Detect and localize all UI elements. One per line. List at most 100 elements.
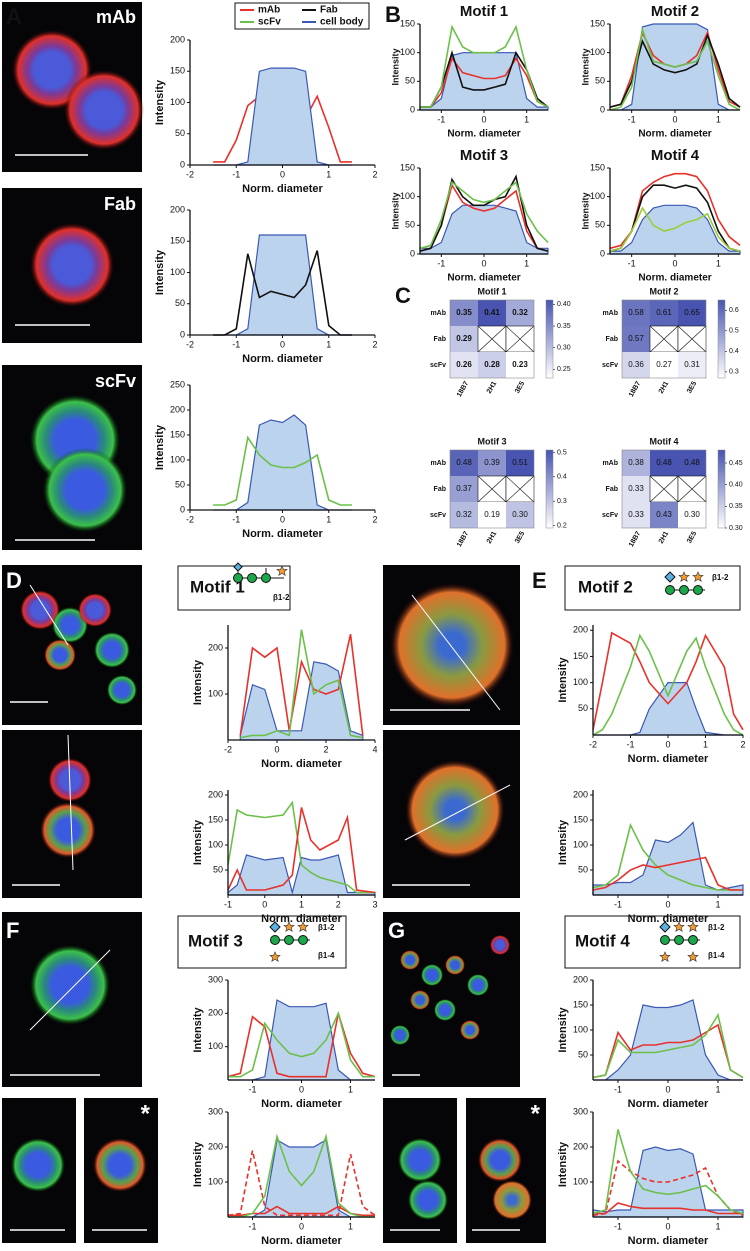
column-label: 2H1 (658, 380, 671, 395)
heatmap-cell (506, 300, 534, 326)
colorbar-tick-label: 0.5 (729, 328, 739, 335)
intensity-line (609, 26, 741, 111)
x-tick-label: -1 (614, 899, 622, 909)
cell-label: 0.51 (512, 458, 528, 467)
x-tick-label: -1 (628, 114, 636, 124)
y-tick-label: 50 (405, 76, 415, 86)
intensity-line (213, 435, 352, 506)
heatmap-frame (621, 299, 707, 379)
intensity-line (228, 1010, 375, 1078)
cell-body-area (228, 1139, 375, 1218)
y-tick-label: 100 (573, 1176, 588, 1186)
intensity-line (228, 1133, 375, 1218)
intensity-line (419, 174, 549, 252)
x-tick-label: -1 (248, 1221, 256, 1231)
colorbar-tick-label: 0.5 (557, 449, 567, 456)
x-tick-label: 1 (524, 114, 529, 124)
cell-label: 0.33 (628, 484, 644, 493)
y-tick-label: 0 (180, 504, 185, 514)
x-tick-label: 4 (372, 744, 377, 754)
y-tick-label: 200 (573, 974, 588, 984)
x-axis-label: Norm. diameter (628, 913, 709, 925)
colorbar-tick-label: 0.4 (729, 348, 739, 355)
intensity-line (227, 1150, 376, 1217)
cell-label: 0.36 (628, 360, 644, 369)
colorbar (717, 299, 726, 379)
row-label: Fab (606, 486, 618, 493)
x-axis-label: Norm. diameter (447, 273, 520, 284)
cell-label: 0.38 (628, 458, 644, 467)
heatmap-cell (506, 352, 534, 378)
y-tick-label: 100 (573, 839, 588, 849)
asterisk: * (141, 1100, 151, 1127)
x-tick-label: 0 (280, 514, 285, 524)
x-tick-label: -1 (224, 899, 232, 909)
y-tick-label: 150 (170, 236, 185, 246)
cell-label: 0.23 (512, 360, 528, 369)
y-tick-label: 150 (573, 651, 588, 661)
legend-label: Fab (320, 5, 338, 16)
x-tick-label: 0 (665, 739, 670, 749)
motif-label: Motif 3 (188, 931, 243, 950)
x-axis-label: Norm. diameter (628, 1098, 709, 1110)
intensity-line (592, 1129, 744, 1215)
cell-body-area (213, 234, 352, 336)
glycan-icon (233, 562, 243, 572)
row-label: mAb (602, 310, 618, 317)
x-axis-label: Norm. diameter (447, 129, 520, 140)
colorbar-tick-label: 0.40 (729, 482, 743, 489)
y-tick-label: 200 (170, 404, 185, 414)
cell-label: 0.27 (656, 360, 672, 369)
x-tick-label: 1 (715, 1084, 720, 1094)
y-tick-label: 200 (573, 1141, 588, 1151)
x-tick-label: -1 (614, 1084, 622, 1094)
x-tick-label: 0 (299, 1221, 304, 1231)
y-tick-label: 200 (573, 625, 588, 635)
x-tick-label: -1 (437, 258, 445, 268)
x-tick-label: 3 (372, 899, 377, 909)
x-tick-label: 1 (703, 739, 708, 749)
y-tick-label: 300 (208, 1106, 223, 1116)
y-tick-label: 100 (170, 267, 185, 277)
heatmap-title: Motif 2 (650, 286, 679, 296)
colorbar (717, 449, 726, 529)
row-label: scFv (430, 512, 446, 519)
motif-box: Motif 1 (177, 565, 291, 611)
colorbar-tick-label: 0.6 (729, 307, 739, 314)
x-tick-label: 1 (715, 899, 720, 909)
intensity-line (419, 180, 549, 250)
linkage-label: β1-4 (708, 951, 725, 960)
y-tick-label: 50 (213, 864, 223, 874)
heatmap-cell (450, 502, 478, 528)
motif-label: Motif 4 (575, 931, 630, 950)
panel-letter: B (385, 2, 401, 27)
heatmap-cell (650, 352, 678, 378)
y-tick-label: 200 (208, 1008, 223, 1018)
heatmap-title: Motif 3 (478, 436, 507, 446)
x-tick-label: 1 (348, 1084, 353, 1094)
heatmap-frame (449, 449, 535, 529)
x-tick-label: 0 (274, 744, 279, 754)
x-tick-label: 1 (299, 899, 304, 909)
x-axis-label: Norm. diameter (638, 273, 711, 284)
y-tick-label: 100 (590, 47, 605, 57)
heatmap-cell (650, 502, 678, 528)
panel-letter: C (395, 283, 411, 308)
x-tick-label: 0 (672, 114, 677, 124)
chart-title: Motif 3 (460, 147, 508, 164)
x-tick-label: -1 (628, 258, 636, 268)
x-tick-label: 2 (372, 339, 377, 349)
cell-body-area (609, 204, 741, 255)
cross (505, 325, 535, 353)
intensity-line (592, 633, 744, 736)
cell-label: 0.48 (684, 458, 700, 467)
y-tick-label: 150 (400, 18, 415, 28)
intensity-line (227, 800, 375, 894)
linkage-label: β1-2 (318, 923, 335, 932)
x-tick-label: 0 (262, 899, 267, 909)
y-axis-label: Intensity (192, 659, 204, 705)
cell-body-area (593, 999, 743, 1081)
colorbar-tick-label: 0.25 (557, 366, 571, 373)
legend-label: scFv (258, 17, 281, 28)
colorbar-tick-label: 0.3 (729, 369, 739, 376)
